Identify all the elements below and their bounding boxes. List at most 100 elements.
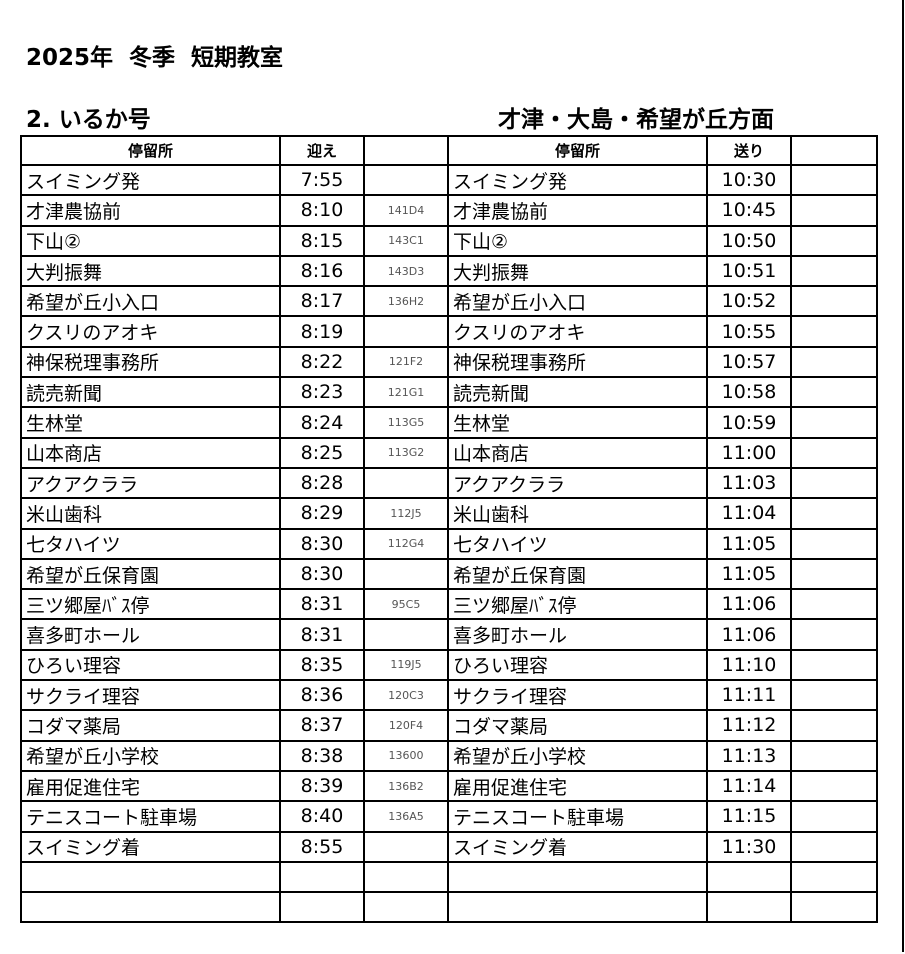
extra-cell — [790, 466, 878, 500]
dropoff-time: 10:52 — [706, 285, 792, 318]
pickup-stop: スイミング着 — [20, 830, 281, 863]
dropoff-time: 10:55 — [706, 315, 792, 348]
dropoff-time: 10:50 — [706, 224, 792, 257]
dropoff-time: 11:05 — [706, 527, 792, 560]
pickup-stop — [20, 891, 281, 924]
map-code — [363, 860, 449, 894]
header-pickup-time: 迎え — [279, 135, 365, 166]
pickup-stop: 希望が丘小学校 — [20, 739, 281, 772]
extra-cell — [790, 224, 878, 257]
pickup-time: 8:28 — [279, 466, 365, 500]
pickup-time: 8:55 — [279, 830, 365, 863]
dropoff-time: 10:51 — [706, 254, 792, 288]
pickup-stop: 大判振舞 — [20, 254, 281, 288]
extra-cell — [790, 709, 878, 742]
dropoff-time: 11:00 — [706, 436, 792, 469]
pickup-time: 8:25 — [279, 436, 365, 469]
map-code — [363, 163, 449, 197]
route-name: 2. いるか号 — [26, 107, 151, 133]
extra-cell — [790, 163, 878, 197]
extra-cell — [790, 194, 878, 227]
table-row: テニスコート駐車場 8:40 136A5 テニスコート駐車場 11:15 — [20, 800, 878, 833]
table-row: 七タハイツ 8:30 112G4 七タハイツ 11:05 — [20, 527, 878, 560]
header-map-code — [363, 135, 449, 166]
table-row: スイミング着 8:55 スイミング着 11:30 — [20, 830, 878, 863]
pickup-stop: 神保税理事務所 — [20, 345, 281, 379]
dropoff-stop: 神保税理事務所 — [447, 345, 708, 379]
pickup-stop: 喜多町ホール — [20, 618, 281, 651]
pickup-stop: 生林堂 — [20, 406, 281, 439]
extra-cell — [790, 679, 878, 712]
table-row: 神保税理事務所 8:22 121F2 神保税理事務所 10:57 — [20, 345, 878, 379]
map-code — [363, 618, 449, 651]
pickup-stop: ひろい理容 — [20, 648, 281, 682]
header-dropoff-time: 送り — [706, 135, 792, 166]
page-edge-divider — [902, 0, 904, 952]
table-row: スイミング発 7:55 スイミング発 10:30 — [20, 163, 878, 197]
table-row: アクアクララ 8:28 アクアクララ 11:03 — [20, 466, 878, 500]
extra-cell — [790, 739, 878, 772]
extra-cell — [790, 830, 878, 863]
dropoff-stop: アクアクララ — [447, 466, 708, 500]
map-code: 121G1 — [363, 376, 449, 409]
table-row: 才津農協前 8:10 141D4 才津農協前 10:45 — [20, 194, 878, 227]
dropoff-stop: テニスコート駐車場 — [447, 800, 708, 833]
pickup-stop: 七タハイツ — [20, 527, 281, 560]
pickup-stop: 山本商店 — [20, 436, 281, 469]
map-code: 112J5 — [363, 497, 449, 530]
pickup-time: 8:22 — [279, 345, 365, 379]
table-row: 下山② 8:15 143C1 下山② 10:50 — [20, 224, 878, 257]
table-row: 希望が丘小学校 8:38 13600 希望が丘小学校 11:13 — [20, 739, 878, 772]
pickup-stop: アクアクララ — [20, 466, 281, 500]
dropoff-time: 11:05 — [706, 557, 792, 591]
extra-cell — [790, 285, 878, 318]
dropoff-time: 11:12 — [706, 709, 792, 742]
extra-cell — [790, 557, 878, 591]
route-direction: 才津・大島・希望が丘方面 — [498, 107, 774, 133]
extra-cell — [790, 588, 878, 621]
extra-cell — [790, 497, 878, 530]
map-code: 119J5 — [363, 648, 449, 682]
map-code: 136H2 — [363, 285, 449, 318]
map-code: 141D4 — [363, 194, 449, 227]
pickup-time: 8:31 — [279, 588, 365, 621]
extra-cell — [790, 800, 878, 833]
map-code: 143D3 — [363, 254, 449, 288]
pickup-stop: サクライ理容 — [20, 679, 281, 712]
dropoff-stop: ひろい理容 — [447, 648, 708, 682]
dropoff-stop: 希望が丘小入口 — [447, 285, 708, 318]
header-row: 停留所 迎え 停留所 送り — [20, 135, 878, 166]
extra-cell — [790, 436, 878, 469]
dropoff-stop: 才津農協前 — [447, 194, 708, 227]
dropoff-stop: 米山歯科 — [447, 497, 708, 530]
map-code: 120C3 — [363, 679, 449, 712]
dropoff-time: 11:15 — [706, 800, 792, 833]
dropoff-time — [706, 891, 792, 924]
map-code: 113G5 — [363, 406, 449, 439]
extra-cell — [790, 769, 878, 803]
extra-cell — [790, 376, 878, 409]
dropoff-stop: 七タハイツ — [447, 527, 708, 560]
table-row: クスリのアオキ 8:19 クスリのアオキ 10:55 — [20, 315, 878, 348]
pickup-time: 8:29 — [279, 497, 365, 530]
pickup-time: 7:55 — [279, 163, 365, 197]
dropoff-stop — [447, 860, 708, 894]
pickup-time: 8:39 — [279, 769, 365, 803]
pickup-stop: スイミング発 — [20, 163, 281, 197]
table-row: 希望が丘保育園 8:30 希望が丘保育園 11:05 — [20, 557, 878, 591]
table-row: コダマ薬局 8:37 120F4 コダマ薬局 11:12 — [20, 709, 878, 742]
dropoff-time: 11:30 — [706, 830, 792, 863]
map-code: 136B2 — [363, 769, 449, 803]
extra-cell — [790, 618, 878, 651]
table-row: 希望が丘小入口 8:17 136H2 希望が丘小入口 10:52 — [20, 285, 878, 318]
pickup-stop: コダマ薬局 — [20, 709, 281, 742]
dropoff-time: 10:57 — [706, 345, 792, 379]
dropoff-time: 11:13 — [706, 739, 792, 772]
map-code: 120F4 — [363, 709, 449, 742]
map-code: 13600 — [363, 739, 449, 772]
map-code: 95C5 — [363, 588, 449, 621]
dropoff-time: 10:45 — [706, 194, 792, 227]
dropoff-time: 11:10 — [706, 648, 792, 682]
map-code: 143C1 — [363, 224, 449, 257]
pickup-time: 8:23 — [279, 376, 365, 409]
